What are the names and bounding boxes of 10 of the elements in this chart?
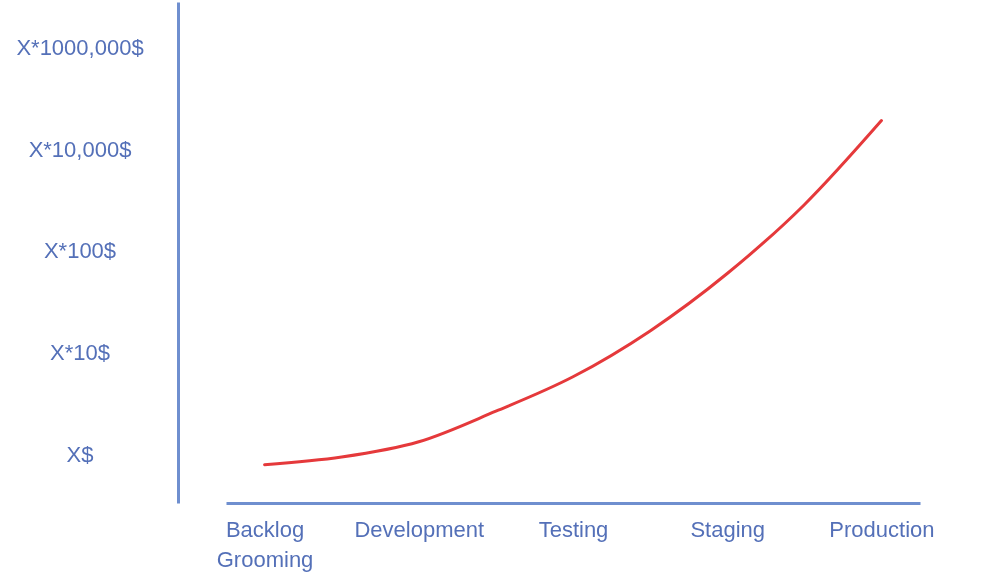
text: X*100$ — [43, 238, 117, 264]
text: X*10$ — [50, 340, 110, 366]
text: X*1000,000$ — [16, 35, 144, 60]
x-tick-label: Staging — [690, 516, 766, 542]
x-tick-label: Testing — [538, 516, 609, 542]
x-tick-label: Production — [829, 516, 935, 542]
text: X*10,000$ — [28, 136, 132, 162]
text: X$ — [66, 441, 94, 467]
x-tick-label: Development — [354, 516, 485, 542]
x-tick-label: Backlog Grooming — [216, 516, 314, 572]
